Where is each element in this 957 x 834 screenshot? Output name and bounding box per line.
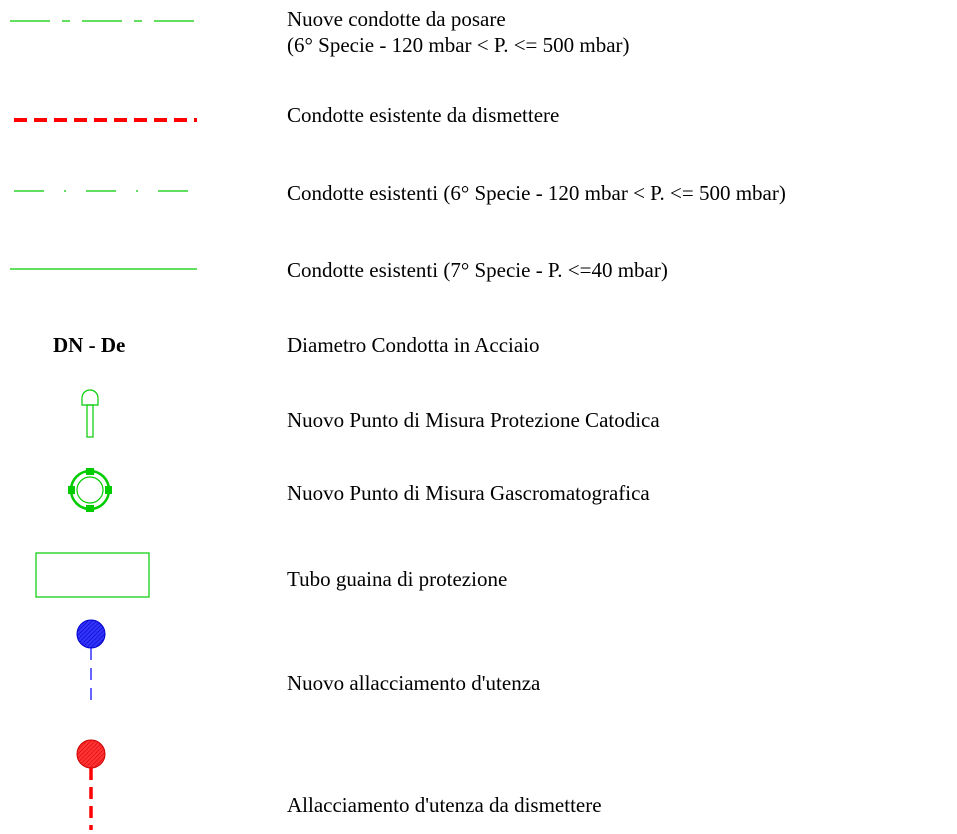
gas-chromatography-ring-icon	[68, 468, 112, 512]
legend-label-gas-chromatography: Nuovo Punto di Misura Gascromatografica	[287, 481, 650, 505]
legend-label-dismantle-pipes: Condotte esistente da dismettere	[287, 103, 560, 127]
legend-label-line: (6° Specie - 120 mbar < P. <= 500 mbar)	[287, 33, 630, 57]
legend-label-existing-6th: Condotte esistenti (6° Specie - 120 mbar…	[287, 181, 786, 205]
cathodic-probe-icon	[81, 389, 99, 438]
legend-label-dismantle-connection: Allacciamento d'utenza da dismettere	[287, 793, 602, 817]
red-connection-icon	[76, 739, 106, 830]
legend-label-steel-diameter: Diametro Condotta in Acciaio	[287, 333, 540, 357]
legend-label-new-pipes: Nuove condotte da posare (6° Specie - 12…	[287, 6, 630, 58]
legend-label-existing-7th: Condotte esistenti (7° Specie - P. <=40 …	[287, 258, 668, 282]
blue-connection-icon	[76, 619, 106, 708]
legend-label-line: Nuove condotte da posare	[287, 7, 506, 31]
dn-de-symbol: DN - De	[53, 333, 126, 357]
sleeve-rectangle-icon	[35, 552, 150, 598]
legend-label-cathodic: Nuovo Punto di Misura Protezione Catodic…	[287, 408, 660, 432]
legend-symbols	[10, 20, 197, 830]
legend-label-sleeve: Tubo guaina di protezione	[287, 567, 508, 591]
legend-label-new-connection: Nuovo allacciamento d'utenza	[287, 671, 541, 695]
